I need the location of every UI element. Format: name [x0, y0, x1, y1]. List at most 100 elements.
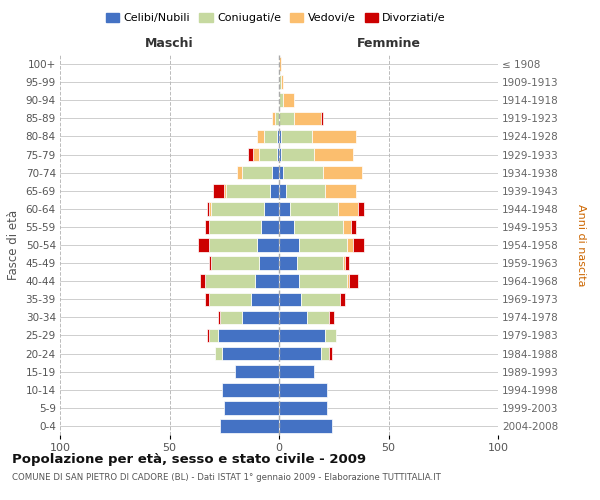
Bar [205, 274, 255, 288]
Bar [279, 365, 314, 378]
Bar [253, 148, 259, 162]
Y-axis label: Fasce di età: Fasce di età [7, 210, 20, 280]
Bar [349, 274, 358, 288]
Bar [325, 184, 356, 198]
Bar [279, 274, 299, 288]
Bar [207, 202, 209, 215]
Bar [343, 220, 351, 234]
Bar [279, 256, 296, 270]
Bar [301, 292, 340, 306]
Bar [248, 148, 253, 162]
Bar [299, 238, 347, 252]
Bar [279, 238, 299, 252]
Bar [296, 256, 343, 270]
Bar [281, 76, 283, 89]
Text: Maschi: Maschi [145, 36, 194, 50]
Bar [218, 310, 220, 324]
Bar [329, 347, 332, 360]
Bar [279, 401, 327, 414]
Bar [279, 220, 295, 234]
Bar [272, 166, 279, 179]
Bar [281, 130, 312, 143]
Bar [351, 220, 356, 234]
Bar [325, 328, 336, 342]
Bar [279, 347, 320, 360]
Bar [353, 238, 364, 252]
Bar [220, 419, 279, 432]
Bar [295, 112, 320, 125]
Bar [220, 310, 242, 324]
Bar [279, 310, 307, 324]
Bar [215, 347, 222, 360]
Bar [283, 94, 295, 107]
Bar [242, 166, 272, 179]
Bar [299, 274, 347, 288]
Text: Femmine: Femmine [356, 36, 421, 50]
Bar [277, 148, 279, 162]
Bar [255, 274, 279, 288]
Bar [211, 202, 263, 215]
Bar [235, 365, 279, 378]
Text: Popolazione per età, sesso e stato civile - 2009: Popolazione per età, sesso e stato civil… [12, 452, 366, 466]
Bar [286, 184, 325, 198]
Legend: Celibi/Nubili, Coniugati/e, Vedovi/e, Divorziati/e: Celibi/Nubili, Coniugati/e, Vedovi/e, Di… [101, 8, 451, 28]
Bar [347, 238, 353, 252]
Bar [279, 292, 301, 306]
Bar [238, 166, 242, 179]
Bar [218, 328, 279, 342]
Bar [283, 166, 323, 179]
Bar [279, 383, 327, 396]
Bar [279, 94, 283, 107]
Bar [347, 274, 349, 288]
Bar [209, 220, 262, 234]
Bar [312, 130, 356, 143]
Bar [279, 76, 281, 89]
Bar [345, 256, 349, 270]
Bar [257, 130, 263, 143]
Bar [277, 130, 279, 143]
Bar [340, 292, 344, 306]
Bar [222, 347, 279, 360]
Bar [307, 310, 329, 324]
Bar [262, 220, 279, 234]
Bar [314, 148, 353, 162]
Bar [200, 274, 205, 288]
Bar [209, 202, 211, 215]
Bar [257, 238, 279, 252]
Bar [224, 184, 226, 198]
Bar [209, 238, 257, 252]
Bar [226, 184, 270, 198]
Bar [270, 184, 279, 198]
Bar [338, 202, 358, 215]
Bar [209, 256, 211, 270]
Bar [320, 347, 329, 360]
Bar [279, 130, 281, 143]
Bar [209, 292, 251, 306]
Y-axis label: Anni di nascita: Anni di nascita [575, 204, 586, 286]
Bar [224, 401, 279, 414]
Bar [358, 202, 364, 215]
Bar [290, 202, 338, 215]
Bar [279, 166, 283, 179]
Bar [259, 256, 279, 270]
Bar [295, 220, 343, 234]
Bar [251, 292, 279, 306]
Bar [205, 292, 209, 306]
Bar [263, 202, 279, 215]
Text: COMUNE DI SAN PIETRO DI CADORE (BL) - Dati ISTAT 1° gennaio 2009 - Elaborazione : COMUNE DI SAN PIETRO DI CADORE (BL) - Da… [12, 472, 441, 482]
Bar [329, 310, 334, 324]
Bar [279, 328, 325, 342]
Bar [279, 202, 290, 215]
Bar [279, 419, 332, 432]
Bar [279, 112, 295, 125]
Bar [275, 112, 279, 125]
Bar [279, 148, 281, 162]
Bar [320, 112, 323, 125]
Bar [263, 130, 277, 143]
Bar [272, 112, 275, 125]
Bar [281, 148, 314, 162]
Bar [323, 166, 362, 179]
Bar [207, 328, 209, 342]
Bar [211, 256, 259, 270]
Bar [259, 148, 277, 162]
